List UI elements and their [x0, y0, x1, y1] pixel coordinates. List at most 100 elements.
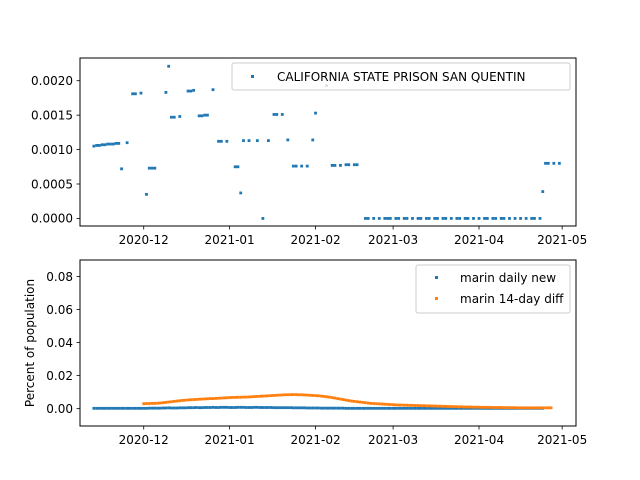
top-y-tick-label-0: 0.0000 [31, 212, 73, 226]
bottom-series-0-point-123 [433, 406, 437, 410]
bottom-series-1-point-114 [458, 405, 462, 409]
top-series-0-point-46 [286, 138, 290, 142]
top-series-0-point-26 [192, 88, 196, 92]
bottom-series-1-point-89 [388, 403, 392, 406]
bottom-series-0-point-8 [114, 406, 118, 410]
bottom-series-0-point-97 [361, 406, 365, 410]
top-series-0-point-28 [200, 114, 204, 118]
top-series-0-point-22 [172, 115, 176, 119]
bottom-series-1-point-132 [508, 406, 511, 410]
bottom-series-1-point-80 [364, 401, 367, 405]
bottom-series-0-point-14 [131, 406, 135, 410]
bottom-series-1-point-121 [477, 405, 481, 409]
bottom-legend-marker-14-day-diff [435, 297, 438, 300]
top-series-0-point-52 [314, 111, 317, 115]
bottom-series-0-point-18 [142, 406, 146, 410]
top-series-0-point-57 [344, 163, 348, 167]
bottom-series-1-point-84 [375, 402, 378, 406]
bottom-series-0-point-115 [411, 406, 414, 410]
bottom-series-1-point-54 [291, 393, 295, 397]
bottom-series-1-point-28 [219, 396, 223, 400]
top-series-0-point-35 [233, 165, 237, 169]
bottom-series-0-point-73 [294, 406, 298, 410]
bottom-series-1-point-21 [200, 397, 204, 401]
bottom-series-0-point-82 [319, 406, 323, 410]
top-series-0-point-34 [225, 139, 229, 143]
top-series-0-point-2 [98, 144, 101, 147]
top-y-tick-label-3: 0.0015 [31, 108, 73, 122]
bottom-series-1-point-5 [156, 401, 159, 405]
bottom-series-1-point-9 [167, 400, 171, 404]
bottom-series-1-point-106 [436, 404, 439, 408]
bottom-series-0-point-108 [391, 406, 395, 410]
bottom-series-1-point-51 [283, 393, 287, 397]
bottom-series-1-point-147 [549, 406, 553, 410]
bottom-series-0-point-48 [225, 405, 229, 409]
bottom-series-1-point-100 [419, 404, 423, 408]
bottom-y-tick-label-4: 0.08 [46, 270, 73, 284]
bottom-series-1-point-12 [175, 399, 179, 403]
bottom-series-1-point-76 [352, 399, 356, 403]
bottom-series-0-point-106 [386, 406, 389, 410]
bottom-series-1-point-26 [214, 397, 218, 400]
top-series-0-point-78 [436, 217, 439, 220]
bottom-series-1-point-57 [300, 393, 304, 397]
bottom-series-0-point-104 [380, 406, 384, 410]
bottom-series-0-point-114 [408, 406, 412, 410]
bottom-series-1-point-52 [286, 393, 290, 397]
top-series-0-point-5 [106, 142, 110, 146]
top-series-0-point-100 [538, 217, 542, 220]
top-series-0-point-0 [92, 144, 96, 148]
bottom-series-0-point-111 [400, 406, 403, 410]
bottom-series-1-point-81 [366, 401, 370, 405]
bottom-series-1-point-86 [380, 402, 384, 406]
bottom-chart-legend: marin daily new marin 14-day diff [415, 264, 571, 314]
top-chart-panel: 2020-12 2021-01 2021-02 2021-03 2021-04 2021-… [31, 57, 587, 247]
bottom-series-0-point-1 [95, 406, 99, 410]
bottom-series-1-point-74 [347, 399, 351, 402]
bottom-series-0-point-117 [416, 406, 420, 410]
bottom-series-1-point-102 [424, 404, 428, 408]
bottom-series-0-point-101 [372, 406, 376, 410]
bottom-series-1-point-145 [544, 406, 547, 410]
top-series-0-point-80 [444, 217, 448, 220]
top-series-0-point-105 [557, 161, 561, 165]
bottom-series-1-point-67 [327, 395, 331, 399]
bottom-series-1-point-95 [405, 403, 409, 407]
bottom-series-1-point-64 [319, 394, 323, 398]
bottom-series-0-point-52 [236, 405, 240, 409]
top-series-0-point-85 [466, 217, 470, 220]
bottom-series-0-point-63 [267, 406, 270, 409]
top-series-0-point-84 [463, 217, 467, 220]
bottom-series-0-point-39 [200, 406, 204, 410]
bottom-series-1-point-15 [183, 398, 187, 402]
bottom-series-0-point-112 [402, 406, 406, 410]
bottom-series-1-point-146 [546, 406, 550, 410]
top-series-0-point-12 [131, 92, 135, 96]
top-series-0-point-63 [372, 217, 376, 220]
top-series-0-point-87 [477, 217, 481, 220]
bottom-series-0-point-88 [336, 406, 340, 410]
top-series-0-point-58 [347, 163, 351, 167]
bottom-series-0-point-56 [247, 406, 251, 409]
bottom-series-0-point-33 [183, 406, 187, 410]
bottom-series-1-point-101 [422, 404, 425, 408]
bottom-series-1-point-37 [244, 395, 248, 399]
top-series-0-point-74 [419, 217, 423, 220]
bottom-series-0-point-50 [231, 406, 234, 409]
top-series-0-point-39 [247, 139, 251, 143]
bottom-chart-x-ticks: 2020-12 2021-01 2021-02 2021-03 2021-04 2021-… [119, 426, 587, 447]
top-series-0-point-94 [508, 217, 511, 220]
top-series-0-point-65 [383, 217, 387, 220]
bottom-series-0-point-55 [244, 406, 248, 409]
bottom-series-0-point-95 [355, 406, 359, 410]
top-legend-label-prison: CALIFORNIA STATE PRISON SAN QUENTIN [277, 70, 526, 84]
bottom-series-1-point-20 [197, 397, 201, 401]
bottom-series-1-point-56 [297, 393, 301, 397]
bottom-series-0-point-25 [161, 406, 165, 410]
bottom-series-1-point-2 [147, 402, 151, 405]
bottom-series-0-point-65 [272, 406, 276, 410]
bottom-series-1-point-24 [208, 397, 212, 400]
top-series-0-point-82 [455, 217, 459, 220]
top-y-tick-label-4: 0.0020 [31, 74, 73, 88]
